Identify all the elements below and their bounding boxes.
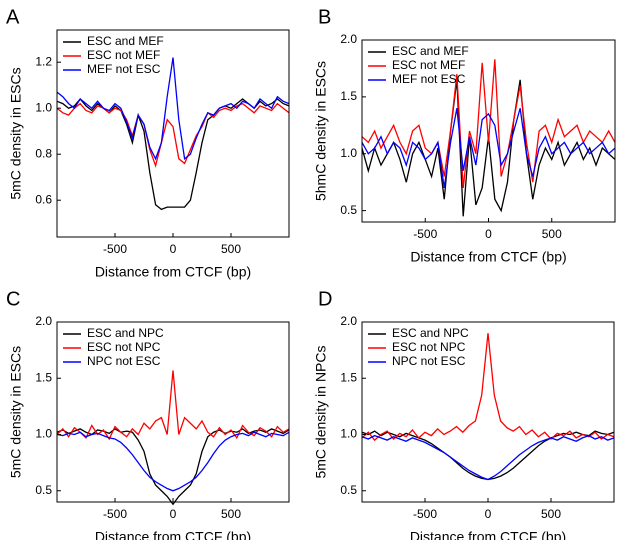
x-tick-label: 500 <box>221 507 241 521</box>
y-tick-label: 0.6 <box>35 192 52 206</box>
panel-label: D <box>318 288 332 310</box>
y-tick-label: 2.0 <box>340 32 357 46</box>
y-tick-label: 1.0 <box>35 100 52 114</box>
x-tick-label: 0 <box>170 242 177 256</box>
series-line <box>56 428 290 506</box>
y-tick-label: 0.8 <box>35 146 52 160</box>
legend-label: ESC and NPC <box>392 326 469 340</box>
x-tick-label: 0 <box>485 507 492 521</box>
y-tick-label: 2.0 <box>340 314 357 328</box>
panel-label: B <box>318 6 331 28</box>
panel-label: C <box>6 288 20 310</box>
panel-label: A <box>6 6 20 28</box>
x-tick-label: 500 <box>221 242 241 256</box>
legend-label: ESC not MEF <box>392 58 465 72</box>
y-tick-label: 1.0 <box>340 146 357 160</box>
series-line <box>56 57 290 161</box>
x-tick-label: 0 <box>170 507 177 521</box>
y-tick-label: 1.0 <box>35 427 52 441</box>
y-tick-label: 1.5 <box>340 89 357 103</box>
x-tick-label: 500 <box>542 227 562 241</box>
legend-label: ESC not NPC <box>392 340 466 354</box>
y-tick-label: 2.0 <box>35 314 52 328</box>
x-axis-label: Distance from CTCF (bp) <box>410 529 566 540</box>
x-axis-label: Distance from CTCF (bp) <box>95 529 251 540</box>
y-axis-label: 5mC density in NPCs <box>313 345 329 478</box>
x-tick-label: -500 <box>413 227 437 241</box>
y-tick-label: 1.2 <box>35 54 52 68</box>
legend-label: ESC not MEF <box>87 48 160 62</box>
legend-label: ESC and NPC <box>87 326 164 340</box>
legend-label: ESC not NPC <box>87 340 161 354</box>
y-tick-label: 0.5 <box>340 483 357 497</box>
x-tick-label: -500 <box>103 242 127 256</box>
series-line <box>56 431 290 492</box>
y-tick-label: 1.5 <box>340 370 357 384</box>
series-line <box>56 370 290 441</box>
legend-label: ESC and MEF <box>87 34 164 48</box>
series-line <box>56 97 290 211</box>
y-axis-label: 5hmC density in ESCs <box>313 61 329 201</box>
x-tick-label: -500 <box>103 507 127 521</box>
y-tick-label: 0.5 <box>35 483 52 497</box>
series-line <box>361 434 615 481</box>
legend-label: MEF not ESC <box>87 62 161 76</box>
x-axis-label: Distance from CTCF (bp) <box>95 264 251 280</box>
y-axis-label: 5mC density in ESCs <box>8 67 24 199</box>
legend-label: NPC not ESC <box>87 354 161 368</box>
y-tick-label: 1.0 <box>340 427 357 441</box>
series-line <box>361 108 616 188</box>
legend-label: MEF not ESC <box>392 72 466 86</box>
x-axis-label: Distance from CTCF (bp) <box>410 249 566 265</box>
x-tick-label: -500 <box>413 507 437 521</box>
series-line <box>56 102 290 168</box>
x-tick-label: 500 <box>541 507 561 521</box>
series-line <box>361 59 616 188</box>
x-tick-label: 0 <box>485 227 492 241</box>
legend-label: ESC and MEF <box>392 44 469 58</box>
legend-label: NPC not ESC <box>392 354 466 368</box>
y-axis-label: 5mC density in ESCs <box>8 346 24 478</box>
series-line <box>361 333 615 442</box>
y-tick-label: 1.5 <box>35 370 52 384</box>
y-tick-label: 0.5 <box>340 203 357 217</box>
